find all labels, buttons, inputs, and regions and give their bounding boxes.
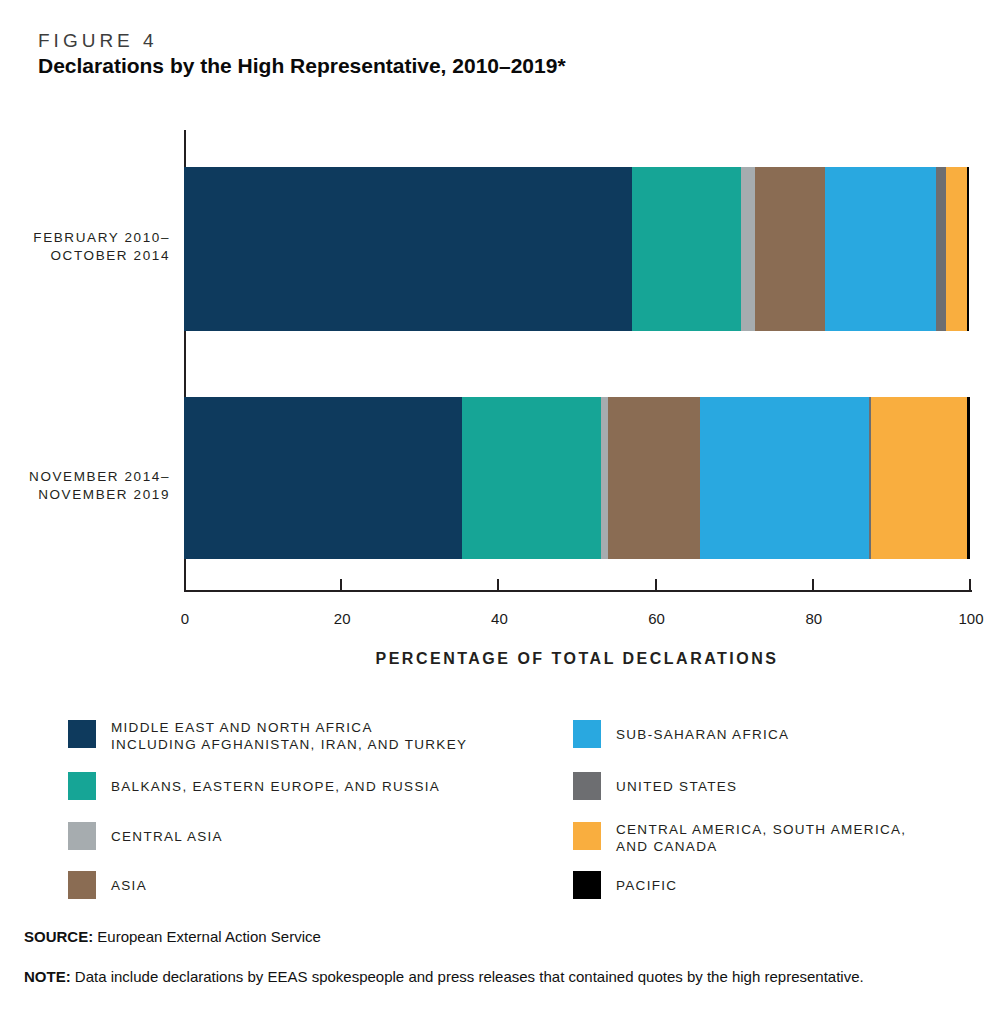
bar-segment-central-asia	[741, 167, 754, 331]
bar-segment-balkans-eastern-europe-and-russia	[632, 167, 741, 331]
category-label-november-2014-november-2019: NOVEMBER 2014–NOVEMBER 2019	[18, 468, 170, 503]
x-axis-tick-label-60: 60	[635, 610, 679, 627]
legend-item-sub-saharan-africa: SUB-SAHARAN AFRICA	[573, 720, 789, 748]
bar-segment-pacific	[967, 397, 970, 559]
x-axis-tick-label-20: 20	[320, 610, 364, 627]
bar-segment-pacific	[967, 167, 969, 331]
x-axis-tick-label-40: 40	[477, 610, 521, 627]
bar-row-november-2014-november-2019	[184, 397, 970, 559]
category-label-february-2010-october-2014: FEBRUARY 2010–OCTOBER 2014	[18, 229, 170, 264]
x-axis-tick-label-80: 80	[792, 610, 836, 627]
legend-swatch-pacific	[573, 871, 601, 899]
legend-item-united-states: UNITED STATES	[573, 772, 737, 800]
x-axis-line	[184, 590, 972, 592]
bar-segment-sub-saharan-africa	[700, 397, 869, 559]
legend-item-central-asia: CENTRAL ASIA	[68, 822, 223, 850]
legend-swatch-united-states	[573, 772, 601, 800]
legend-swatch-sub-saharan-africa	[573, 720, 601, 748]
bar-segment-central-america-south-america-and-canada	[946, 167, 967, 331]
x-axis-tick-40	[497, 579, 499, 590]
x-axis-tick-100	[969, 579, 971, 590]
legend-label-middle-east-and-north-africa-including-afghanistan-iran-and-turkey: MIDDLE EAST AND NORTH AFRICAINCLUDING AF…	[111, 720, 467, 753]
bar-segment-balkans-eastern-europe-and-russia	[462, 397, 601, 559]
legend-item-balkans-eastern-europe-and-russia: BALKANS, EASTERN EUROPE, AND RUSSIA	[68, 772, 440, 800]
figure-label: FIGURE 4	[38, 30, 158, 52]
legend-item-asia: ASIA	[68, 871, 147, 899]
source-prefix: SOURCE:	[24, 928, 93, 945]
legend-swatch-asia	[68, 871, 96, 899]
bar-row-february-2010-october-2014	[184, 167, 970, 331]
legend-label-asia: ASIA	[111, 871, 147, 895]
legend-swatch-middle-east-and-north-africa-including-afghanistan-iran-and-turkey	[68, 720, 96, 748]
bar-segment-sub-saharan-africa	[825, 167, 936, 331]
bar-segment-united-states	[936, 167, 945, 331]
bar-segment-middle-east-and-north-africa-including-afghanistan-iran-and-turkey	[184, 167, 632, 331]
note-text: Data include declarations by EEAS spokes…	[75, 968, 864, 985]
bar-segment-middle-east-and-north-africa-including-afghanistan-iran-and-turkey	[184, 397, 462, 559]
figure-title: Declarations by the High Representative,…	[38, 54, 566, 78]
legend-label-central-asia: CENTRAL ASIA	[111, 822, 223, 846]
bar-segment-central-asia	[601, 397, 608, 559]
x-axis-tick-label-100: 100	[949, 610, 993, 627]
x-axis-tick-60	[655, 579, 657, 590]
bar-segment-asia	[608, 397, 700, 559]
figure-page: FIGURE 4 Declarations by the High Repres…	[0, 0, 1000, 1012]
x-axis-title: PERCENTAGE OF TOTAL DECLARATIONS	[184, 650, 970, 668]
note-line: NOTE: Data include declarations by EEAS …	[24, 968, 864, 985]
legend-label-central-america-south-america-and-canada: CENTRAL AMERICA, SOUTH AMERICA,AND CANAD…	[616, 822, 906, 855]
x-axis-tick-20	[340, 579, 342, 590]
x-axis-tick-label-0: 0	[163, 610, 207, 627]
legend-item-middle-east-and-north-africa-including-afghanistan-iran-and-turkey: MIDDLE EAST AND NORTH AFRICAINCLUDING AF…	[68, 720, 467, 753]
source-line: SOURCE: European External Action Service	[24, 928, 321, 945]
legend-label-sub-saharan-africa: SUB-SAHARAN AFRICA	[616, 720, 789, 744]
bar-segment-central-america-south-america-and-canada	[871, 397, 967, 559]
legend-label-balkans-eastern-europe-and-russia: BALKANS, EASTERN EUROPE, AND RUSSIA	[111, 772, 440, 796]
note-prefix: NOTE:	[24, 968, 71, 985]
legend-item-pacific: PACIFIC	[573, 871, 677, 899]
bar-segment-asia	[755, 167, 826, 331]
legend-label-pacific: PACIFIC	[616, 871, 677, 895]
legend-label-united-states: UNITED STATES	[616, 772, 737, 796]
source-text: European External Action Service	[97, 928, 320, 945]
legend-item-central-america-south-america-and-canada: CENTRAL AMERICA, SOUTH AMERICA,AND CANAD…	[573, 822, 906, 855]
legend-swatch-balkans-eastern-europe-and-russia	[68, 772, 96, 800]
x-axis-tick-80	[812, 579, 814, 590]
legend-swatch-central-america-south-america-and-canada	[573, 822, 601, 850]
legend-swatch-central-asia	[68, 822, 96, 850]
